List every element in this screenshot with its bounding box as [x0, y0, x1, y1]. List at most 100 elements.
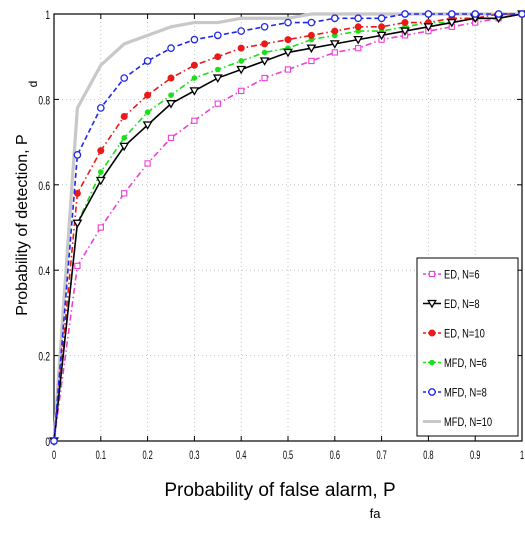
series-1-point: [284, 66, 292, 73]
legend-item: ED, N=8: [423, 298, 480, 311]
x-tick-label: 0.7: [376, 449, 387, 462]
series-1-point: [331, 49, 338, 56]
legend-label: ED, N=8: [444, 298, 480, 311]
series-1-point: [355, 45, 362, 52]
series-2-point: [329, 40, 340, 49]
series-3-point: [378, 23, 386, 31]
series-3: [50, 10, 525, 445]
series-5-point: [401, 10, 409, 18]
series-4-point: [261, 49, 268, 56]
x-tick-label: 0.2: [142, 449, 153, 462]
series-5-point: [120, 74, 129, 82]
y-tick-label: 0.6: [38, 181, 50, 194]
series-5-point: [471, 10, 480, 18]
series-3-point: [284, 36, 292, 44]
series-5-point: [143, 57, 152, 65]
series-3-point: [190, 61, 198, 69]
series-3-point: [120, 112, 128, 120]
series-3-point: [307, 31, 315, 39]
series-3-point: [167, 74, 175, 82]
y-tick-label: 0.2: [38, 351, 50, 364]
x-tick-label: 0.1: [96, 449, 107, 462]
series-5-point: [330, 14, 339, 23]
series-3-point: [73, 189, 81, 197]
series-2-point: [95, 176, 106, 186]
series-5-point: [284, 18, 292, 27]
series-3-point: [237, 44, 245, 52]
legend-item: MFD, N=10: [423, 416, 492, 429]
series-1-point: [121, 190, 128, 197]
series-5-point: [167, 44, 175, 53]
x-axis-label-subscript: fa: [370, 506, 382, 521]
series-5-point: [50, 437, 58, 445]
series-1-point: [144, 160, 151, 167]
series-layer: [49, 10, 525, 446]
y-tick-label: 0.4: [38, 266, 50, 279]
series-2-point: [446, 18, 457, 28]
series-2-point: [236, 65, 247, 75]
y-axis-label-subscript: d: [26, 81, 40, 88]
x-tick-label: 0.9: [470, 449, 481, 462]
series-5-point: [237, 27, 246, 35]
series-5-point: [307, 18, 316, 27]
series-1-point: [74, 262, 81, 270]
x-tick-label: 0.3: [189, 449, 200, 462]
series-2-point: [72, 219, 83, 229]
series-5-point: [518, 10, 525, 18]
legend-marker: [428, 270, 436, 278]
series-2-point: [306, 44, 317, 54]
legend-item: ED, N=10: [423, 327, 485, 341]
legend-label: MFD, N=10: [444, 416, 492, 429]
series-5: [50, 10, 525, 445]
series-1-point: [238, 87, 245, 95]
series-5-point: [213, 31, 222, 40]
series-4-point: [98, 169, 104, 175]
series-1-point: [214, 100, 221, 107]
series-2-point: [259, 57, 270, 66]
y-axis-label: Probability of detection, P: [14, 134, 31, 315]
series-2-point: [189, 87, 200, 96]
series-1-point: [308, 57, 315, 65]
legend-item: ED, N=6: [423, 268, 480, 282]
series-5-point: [424, 10, 433, 18]
series-5-point: [494, 10, 503, 18]
legend-item: MFD, N=8: [423, 386, 487, 400]
legend-label: ED, N=10: [444, 327, 485, 340]
series-1-point: [97, 224, 104, 231]
series-5-point: [354, 14, 363, 23]
series-4-point: [215, 66, 221, 73]
series-1-point: [167, 134, 175, 141]
series-2-point: [212, 74, 223, 83]
series-3-point: [261, 40, 269, 48]
series-3-point: [214, 53, 222, 61]
x-tick-label: 0.8: [423, 449, 434, 462]
series-3-point: [331, 27, 339, 35]
series-4-point: [191, 75, 198, 81]
series-2-point: [353, 35, 364, 45]
legend-marker: [429, 359, 435, 366]
x-axis-label: Probability of false alarm, P: [164, 480, 395, 501]
series-2-point: [376, 31, 387, 41]
series-4-point: [121, 135, 127, 141]
series-6: [52, 12, 522, 442]
series-2-point: [119, 142, 130, 152]
series-2-point: [166, 100, 176, 109]
x-tick-label: 0.6: [330, 449, 341, 462]
series-1-point: [261, 74, 268, 82]
legend-label: MFD, N=6: [444, 357, 487, 370]
series-1-line: [53, 13, 523, 442]
legend-label: ED, N=6: [444, 268, 480, 281]
legend: ED, N=6 ED, N=8 ED, N=10 MFD, N=6 MFD, N=8 MF…: [416, 257, 519, 437]
series-2-point: [400, 27, 410, 36]
x-tick-label: 0: [52, 449, 56, 462]
legend-marker: [428, 329, 436, 337]
series-1-point: [191, 117, 198, 124]
y-tick-label: 0.8: [38, 95, 50, 108]
series-4-point: [238, 58, 244, 64]
series-5-point: [260, 22, 269, 31]
series-5-point: [377, 14, 386, 23]
legend-box: [416, 257, 519, 437]
legend-marker: [428, 388, 436, 396]
legend-label: MFD, N=8: [444, 386, 487, 399]
